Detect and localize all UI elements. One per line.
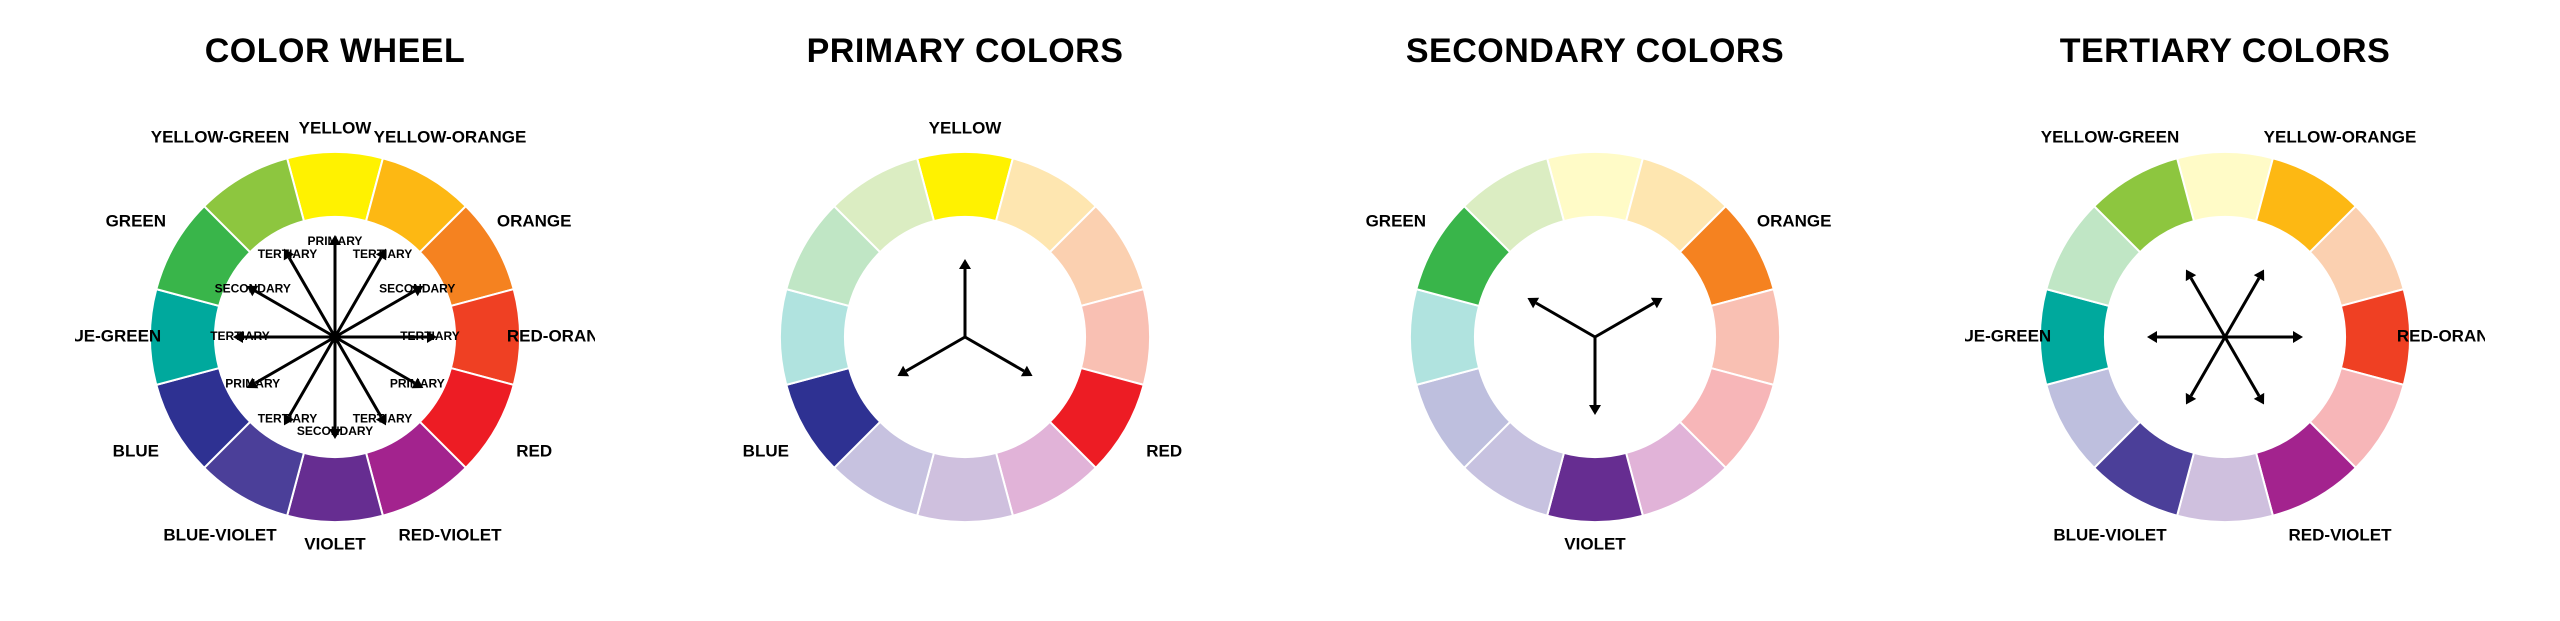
label-yellow: YELLOW [299, 118, 373, 137]
label-red-orange: RED-ORANGE [507, 326, 595, 345]
label-red: RED [516, 441, 552, 460]
label-yellow: YELLOW [929, 118, 1003, 137]
label-red-violet: RED-VIOLET [2289, 526, 2393, 545]
inner-label-primary: PRIMARY [390, 377, 445, 391]
label-orange: ORANGE [1757, 211, 1832, 230]
panel-secondary: SECONDARY COLORS ORANGE VIOLET GREEN [1280, 10, 1910, 597]
panel-tertiary: TERTIARY COLORS YELLOW-ORANGE RED-ORANGE RE… [1910, 10, 2540, 597]
label-green: GREEN [106, 211, 166, 230]
label-red-violet: RED-VIOLET [399, 526, 503, 545]
label-blue-violet: BLUE-VIOLET [163, 526, 277, 545]
wheel-tertiary: YELLOW-ORANGE RED-ORANGE RED-VIOLET BLUE-VI… [1965, 77, 2485, 597]
label-violet: VIOLET [304, 534, 366, 553]
inner-label-tertiary: TERTIARY [210, 329, 270, 343]
label-blue-violet: BLUE-VIOLET [2053, 526, 2167, 545]
panel-title: TERTIARY COLORS [2060, 32, 2391, 71]
inner-label-tertiary: TERTIARY [258, 247, 318, 261]
inner-label-secondary: SECONDARY [379, 282, 455, 296]
label-yellow-green: YELLOW-GREEN [2041, 127, 2180, 146]
label-orange: ORANGE [497, 211, 572, 230]
label-blue: BLUE [743, 441, 789, 460]
panel-full: COLOR WHEELPRIMARYTERTIARYSECONDARYTERTI… [20, 10, 650, 597]
label-yellow-orange: YELLOW-ORANGE [2264, 127, 2417, 146]
wheel-secondary: ORANGE VIOLET GREEN [1335, 77, 1855, 597]
panel-title: COLOR WHEEL [205, 32, 465, 71]
label-yellow-green: YELLOW-GREEN [151, 127, 290, 146]
label-red: RED [1146, 441, 1182, 460]
label-green: GREEN [1366, 211, 1426, 230]
inner-label-secondary: SECONDARY [297, 424, 373, 438]
label-blue-green: BLUE-GREEN [75, 326, 161, 345]
label-blue-green: BLUE-GREEN [1965, 326, 2051, 345]
inner-label-tertiary: TERTIARY [353, 247, 413, 261]
panel-title: SECONDARY COLORS [1406, 32, 1784, 71]
inner-label-tertiary: TERTIARY [258, 411, 318, 425]
inner-label-secondary: SECONDARY [215, 282, 291, 296]
label-red-orange: RED-ORANGE [2397, 326, 2485, 345]
label-blue: BLUE [113, 441, 159, 460]
wheel-full: PRIMARYTERTIARYSECONDARYTERTIARYPRIMARYT… [75, 77, 595, 597]
inner-label-primary: PRIMARY [225, 377, 280, 391]
panel-title: PRIMARY COLORS [807, 32, 1124, 71]
label-violet: VIOLET [1564, 534, 1626, 553]
label-yellow-orange: YELLOW-ORANGE [374, 127, 527, 146]
panel-primary: PRIMARY COLORS YELLOW RED BLUE [650, 10, 1280, 597]
wheel-primary: YELLOW RED BLUE [705, 77, 1225, 597]
inner-label-tertiary: TERTIARY [400, 329, 460, 343]
